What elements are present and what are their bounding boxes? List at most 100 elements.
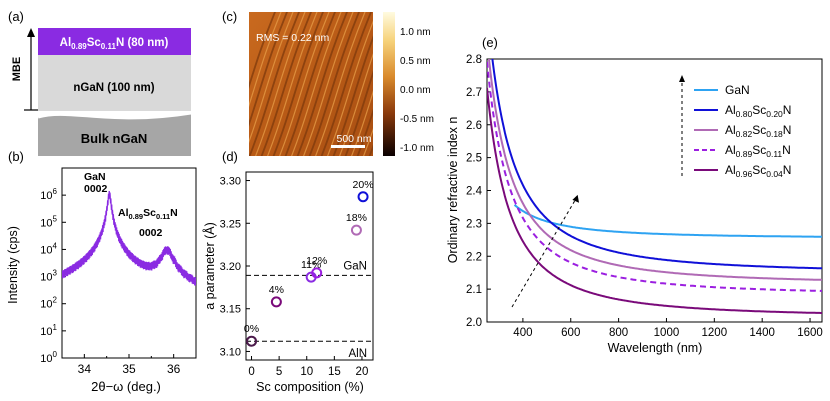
afm-step bbox=[266, 12, 318, 156]
panel-e: (e) 400 600 800 1000 1200 1400 1600 2.0 2.1 2.2 2.… bbox=[446, 35, 823, 355]
afm-step bbox=[290, 12, 342, 156]
afm-colorbar bbox=[383, 12, 395, 156]
xrd-xlabel: 2θ−ω (deg.) bbox=[91, 379, 161, 394]
panel-label-b: (b) bbox=[8, 149, 24, 164]
afm-step bbox=[284, 12, 336, 156]
ri-xtick-label: 1400 bbox=[749, 327, 775, 339]
panel-label-e: (e) bbox=[482, 35, 498, 50]
afm-step bbox=[368, 144, 373, 156]
ri-xtick-label: 1200 bbox=[702, 327, 728, 339]
legend-entry: Al0.80Sc0.20N bbox=[725, 103, 791, 119]
lattice-point-label: 20% bbox=[353, 179, 374, 191]
legend-entry: Al0.89Sc0.11N bbox=[725, 143, 791, 159]
afm-step bbox=[296, 12, 348, 156]
lattice-xtick-label: 5 bbox=[276, 366, 282, 378]
legend-entry: GaN bbox=[725, 83, 750, 97]
afm-scalebar bbox=[331, 145, 365, 148]
lattice-ylabel: a parameter (Å) bbox=[202, 222, 217, 310]
lattice-point bbox=[350, 224, 362, 236]
colorbar-tick-label: -0.5 nm bbox=[400, 114, 434, 125]
alscn-layer-label: Al0.89Sc0.11N (80 nm) bbox=[60, 37, 169, 51]
lattice-point bbox=[357, 191, 369, 203]
xrd-curve-group bbox=[62, 190, 196, 286]
xrd-ytick-label: 102 bbox=[40, 296, 57, 311]
lattice-ytick-label: 3.15 bbox=[220, 304, 241, 316]
panel-d: (d) 0 5 10 15 203.103.153.203.253.30 GaNAlN … bbox=[202, 149, 374, 394]
ri-curves bbox=[487, 59, 822, 314]
xrd-xtick-label: 35 bbox=[122, 362, 136, 376]
afm-step bbox=[272, 12, 324, 156]
panel-label-d: (d) bbox=[222, 149, 238, 164]
afm-step bbox=[332, 35, 373, 156]
alscn-layer bbox=[38, 28, 191, 55]
reference-label-gan: GaN bbox=[343, 260, 367, 272]
lattice-point-label: 12% bbox=[306, 255, 327, 267]
lattice-points: 0%4%11%12%18%20% bbox=[244, 179, 374, 347]
ri-legend: GaN Al0.80Sc0.20N Al0.82Sc0.18N Al0.89Sc0.1… bbox=[694, 83, 791, 179]
ri-ytick-label: 2.2 bbox=[466, 251, 482, 263]
ri-ytick-label: 2.6 bbox=[466, 120, 482, 132]
ri-xlabel: Wavelength (nm) bbox=[608, 341, 703, 355]
lattice-xtick-label: 10 bbox=[300, 366, 313, 378]
lattice-xtick-label: 0 bbox=[248, 366, 254, 378]
ri-ticks: 400 600 800 1000 1200 1400 1600 2.0 2.1 2.2 2.3 2.4… bbox=[466, 54, 823, 339]
afm-step bbox=[430, 0, 490, 170]
afm-step bbox=[356, 108, 373, 156]
legend-entry: Al0.96Sc0.04N bbox=[725, 163, 791, 179]
ri-ytick-label: 2.1 bbox=[466, 284, 482, 296]
afm-step bbox=[344, 70, 373, 156]
lattice-point bbox=[270, 296, 282, 308]
afm-step bbox=[350, 90, 373, 156]
bulk-layer-label: Bulk nGaN bbox=[81, 131, 147, 146]
afm-step bbox=[302, 12, 354, 156]
colorbar-tick-label: 0.5 nm bbox=[400, 56, 431, 67]
ri-ytick-label: 2.0 bbox=[466, 317, 482, 329]
afm-step bbox=[249, 12, 294, 144]
ri-series-line bbox=[513, 204, 822, 238]
colorbar-tick-label: 0.0 nm bbox=[400, 85, 431, 96]
lattice-ytick-label: 3.20 bbox=[220, 261, 241, 273]
xrd-ytick-label: 104 bbox=[40, 241, 57, 256]
afm-step bbox=[249, 12, 300, 156]
legend-entry: Al0.82Sc0.18N bbox=[725, 123, 791, 139]
colorbar-tick-label: 1.0 nm bbox=[400, 27, 431, 38]
ri-series-line bbox=[487, 87, 822, 314]
lattice-xtick-label: 15 bbox=[328, 366, 341, 378]
xrd-ytick-label: 103 bbox=[40, 269, 57, 284]
ri-xtick-label: 1000 bbox=[654, 327, 680, 339]
afm-step bbox=[308, 12, 360, 156]
ri-ytick-label: 2.5 bbox=[466, 153, 482, 165]
lattice-point-label: 4% bbox=[269, 284, 284, 296]
afm-step bbox=[320, 12, 372, 156]
xrd-gan-annotation: GaN 0002 bbox=[84, 171, 108, 195]
lattice-point bbox=[311, 267, 323, 279]
trend-arrow-head bbox=[572, 194, 580, 203]
ri-xtick-label: 600 bbox=[561, 327, 580, 339]
break-line bbox=[37, 111, 192, 120]
panel-c: (c) RMS = 0.22 nm 500 nm 1.0 nm 0.5 nm 0.0… bbox=[222, 0, 490, 170]
xrd-xtick-label: 36 bbox=[167, 362, 181, 376]
xrd-xtick-label: 34 bbox=[78, 362, 92, 376]
afm-step bbox=[249, 12, 288, 127]
afm-rms-label: RMS = 0.22 nm bbox=[256, 32, 329, 44]
lattice-xtick-label: 20 bbox=[356, 366, 369, 378]
xrd-alscn-refl: 0002 bbox=[139, 227, 163, 239]
ri-ytick-label: 2.8 bbox=[466, 54, 482, 66]
ri-ytick-label: 2.7 bbox=[466, 87, 482, 99]
ri-xtick-label: 800 bbox=[609, 327, 628, 339]
afm-step bbox=[249, 12, 282, 108]
lattice-ticks: 0 5 10 15 20 3.10 3.15 3.20 3.25 3.30 bbox=[220, 176, 369, 378]
panel-a: (a) Al0.89Sc0.11N (80 nm) nGaN (100 nm) … bbox=[8, 9, 192, 156]
panel-label-a: (a) bbox=[8, 9, 24, 24]
afm-scalebar-label: 500 nm bbox=[336, 133, 371, 145]
xrd-ytick-label: 105 bbox=[40, 214, 57, 229]
lattice-point-label: 18% bbox=[346, 212, 367, 224]
panel-label-c: (c) bbox=[222, 9, 237, 24]
afm-step bbox=[362, 128, 373, 156]
xrd-curve bbox=[62, 190, 196, 286]
afm-step bbox=[314, 12, 366, 156]
lattice-point bbox=[246, 335, 258, 347]
mbe-label: MBE bbox=[11, 57, 23, 81]
